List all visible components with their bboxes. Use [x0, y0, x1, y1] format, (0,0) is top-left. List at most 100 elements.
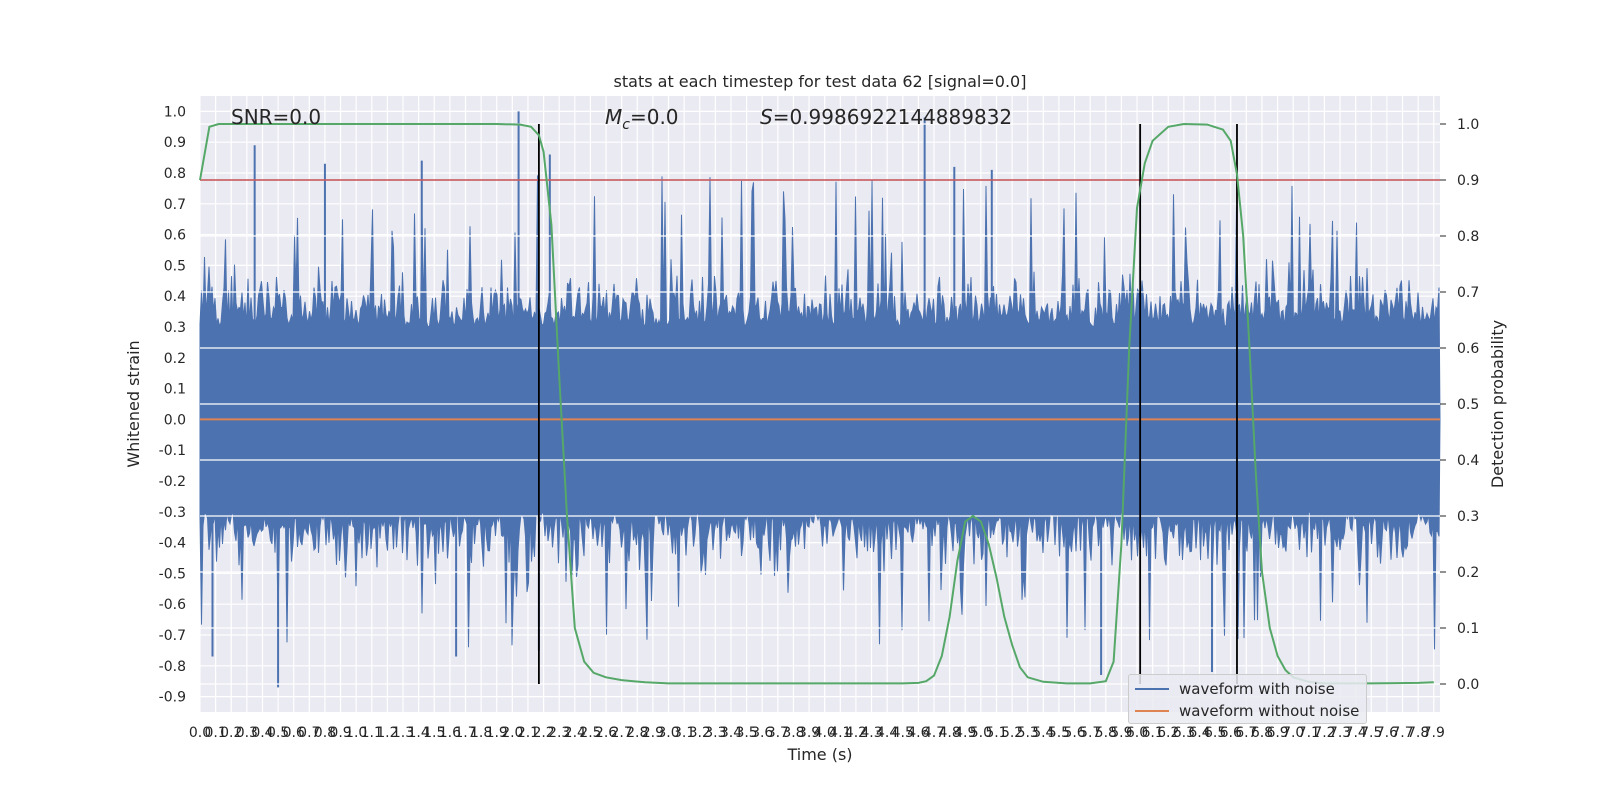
y-tick-label-right: 0.7	[1457, 285, 1479, 301]
y-tick-label-left: -0.1	[159, 443, 186, 459]
x-tick-label: 5.1	[985, 725, 1007, 741]
x-tick-label: 4.1	[829, 725, 851, 741]
y-tick-label-left: -0.9	[159, 690, 186, 706]
s-symbol: S	[760, 105, 773, 129]
x-tick-label: 3.9	[798, 725, 820, 741]
x-tick-label: 3.6	[751, 725, 773, 741]
x-tick-label: 4.8	[938, 725, 960, 741]
y-tick-label-left: -0.4	[159, 536, 186, 552]
x-tick-label: 6.4	[1188, 725, 1210, 741]
x-tick-label: 6.3	[1173, 725, 1195, 741]
y-axis-label-left: Whitened strain	[124, 340, 143, 467]
x-tick-label: 7.9	[1423, 725, 1445, 741]
x-tick-label: 3.3	[704, 725, 726, 741]
x-tick-label: 3.0	[657, 725, 679, 741]
x-tick-label: 3.2	[689, 725, 711, 741]
x-tick-label: 6.0	[1126, 725, 1148, 741]
x-tick-label: 4.4	[876, 725, 898, 741]
snr-annotation: SNR=0.0	[231, 105, 321, 129]
x-tick-label: 5.0	[970, 725, 992, 741]
y-tick-label-left: 0.4	[164, 289, 186, 305]
x-tick-label: 0.6	[283, 725, 305, 741]
x-tick-label: 2.3	[548, 725, 570, 741]
y-tick-label-left: 0.3	[164, 320, 186, 336]
y-tick-label-left: 0.2	[164, 351, 186, 367]
y-tick-label-left: -0.7	[159, 628, 186, 644]
x-axis-label: Time (s)	[786, 745, 852, 764]
x-tick-label: 6.7	[1235, 725, 1257, 741]
x-tick-label: 5.8	[1095, 725, 1117, 741]
detection-probability-line	[199, 122, 1434, 685]
y-tick-label-right: 1.0	[1457, 117, 1479, 133]
x-tick-label: 1.8	[470, 725, 492, 741]
y-axis-label-right: Detection probability	[1488, 320, 1507, 488]
x-tick-label: 3.8	[782, 725, 804, 741]
x-tick-label: 6.9	[1266, 725, 1288, 741]
x-tick-label: 6.6	[1220, 725, 1242, 741]
x-tick-label: 1.7	[454, 725, 476, 741]
x-tick-label: 2.7	[611, 725, 633, 741]
y-tick-label-left: -0.8	[159, 659, 186, 675]
legend-entry-clean: waveform without noise	[1135, 700, 1359, 722]
x-tick-label: 1.5	[423, 725, 445, 741]
chirp-mass-symbol: M	[605, 105, 622, 129]
x-tick-label: 1.0	[345, 725, 367, 741]
x-tick-label: 0.4	[251, 725, 273, 741]
x-tick-label: 4.9	[954, 725, 976, 741]
y-tick-label-left: 0.5	[164, 258, 186, 274]
x-tick-label: 1.3	[392, 725, 414, 741]
y-tick-label-left: 0.0	[164, 412, 186, 428]
x-tick-labels: 0.00.10.20.30.40.50.60.70.80.91.01.11.21…	[189, 725, 1445, 741]
x-tick-label: 3.7	[767, 725, 789, 741]
x-tick-label: 2.4	[564, 725, 586, 741]
x-tick-label: 6.5	[1204, 725, 1226, 741]
s-annotation: S=0.9986922144889832	[760, 105, 1012, 129]
y-tick-label-right: 0.3	[1457, 509, 1479, 525]
vertical-markers	[537, 124, 1238, 684]
x-tick-label: 1.9	[486, 725, 508, 741]
y-tick-label-right: 0.8	[1457, 229, 1479, 245]
legend: waveform with noise waveform without noi…	[1128, 674, 1367, 724]
x-tick-label: 0.9	[329, 725, 351, 741]
y-tick-label-left: 0.6	[164, 228, 186, 244]
x-tick-label: 3.4	[720, 725, 742, 741]
x-tick-label: 4.6	[907, 725, 929, 741]
legend-label-clean: waveform without noise	[1179, 702, 1360, 720]
x-tick-label: 1.4	[408, 725, 430, 741]
x-tick-label: 2.9	[642, 725, 664, 741]
legend-swatch-noise	[1135, 688, 1169, 690]
y-tick-label-left: -0.3	[159, 505, 186, 521]
x-tick-label: 1.6	[439, 725, 461, 741]
x-tick-label: 1.1	[361, 725, 383, 741]
y-tick-label-right: 0.5	[1457, 397, 1479, 413]
x-tick-label: 7.4	[1345, 725, 1367, 741]
y-tick-label-left: -0.5	[159, 566, 186, 582]
y-tick-label-right: 0.4	[1457, 453, 1479, 469]
x-tick-label: 2.8	[626, 725, 648, 741]
x-tick-label: 3.1	[673, 725, 695, 741]
y-tick-label-left: 0.1	[164, 382, 186, 398]
y-tick-label-right: 0.9	[1457, 173, 1479, 189]
x-tick-label: 5.2	[1001, 725, 1023, 741]
x-tick-label: 0.7	[298, 725, 320, 741]
y-tick-label-right: 0.1	[1457, 621, 1479, 637]
chirp-mass-subscript: c	[622, 117, 630, 133]
left-y-tick-labels: -0.9 -0.8 -0.7 -0.6 -0.5 -0.4 -0.3 -0.2 -0.1 0.0 0…	[159, 104, 186, 705]
x-tick-label: 5.7	[1079, 725, 1101, 741]
legend-label-noise: waveform with noise	[1179, 680, 1335, 698]
x-tick-label: 5.3	[1017, 725, 1039, 741]
x-tick-label: 2.2	[532, 725, 554, 741]
legend-swatch-clean	[1135, 710, 1169, 712]
x-tick-label: 3.5	[735, 725, 757, 741]
x-tick-label: 7.8	[1407, 725, 1429, 741]
y-tick-label-right: 0.6	[1457, 341, 1479, 357]
x-tick-label: 7.6	[1376, 725, 1398, 741]
x-tick-label: 7.0	[1282, 725, 1304, 741]
x-tick-label: 2.5	[579, 725, 601, 741]
x-tick-label: 2.6	[595, 725, 617, 741]
y-tick-label-right: 0.0	[1457, 677, 1479, 693]
x-tick-label: 2.0	[501, 725, 523, 741]
x-tick-label: 5.9	[1110, 725, 1132, 741]
x-tick-label: 0.5	[267, 725, 289, 741]
